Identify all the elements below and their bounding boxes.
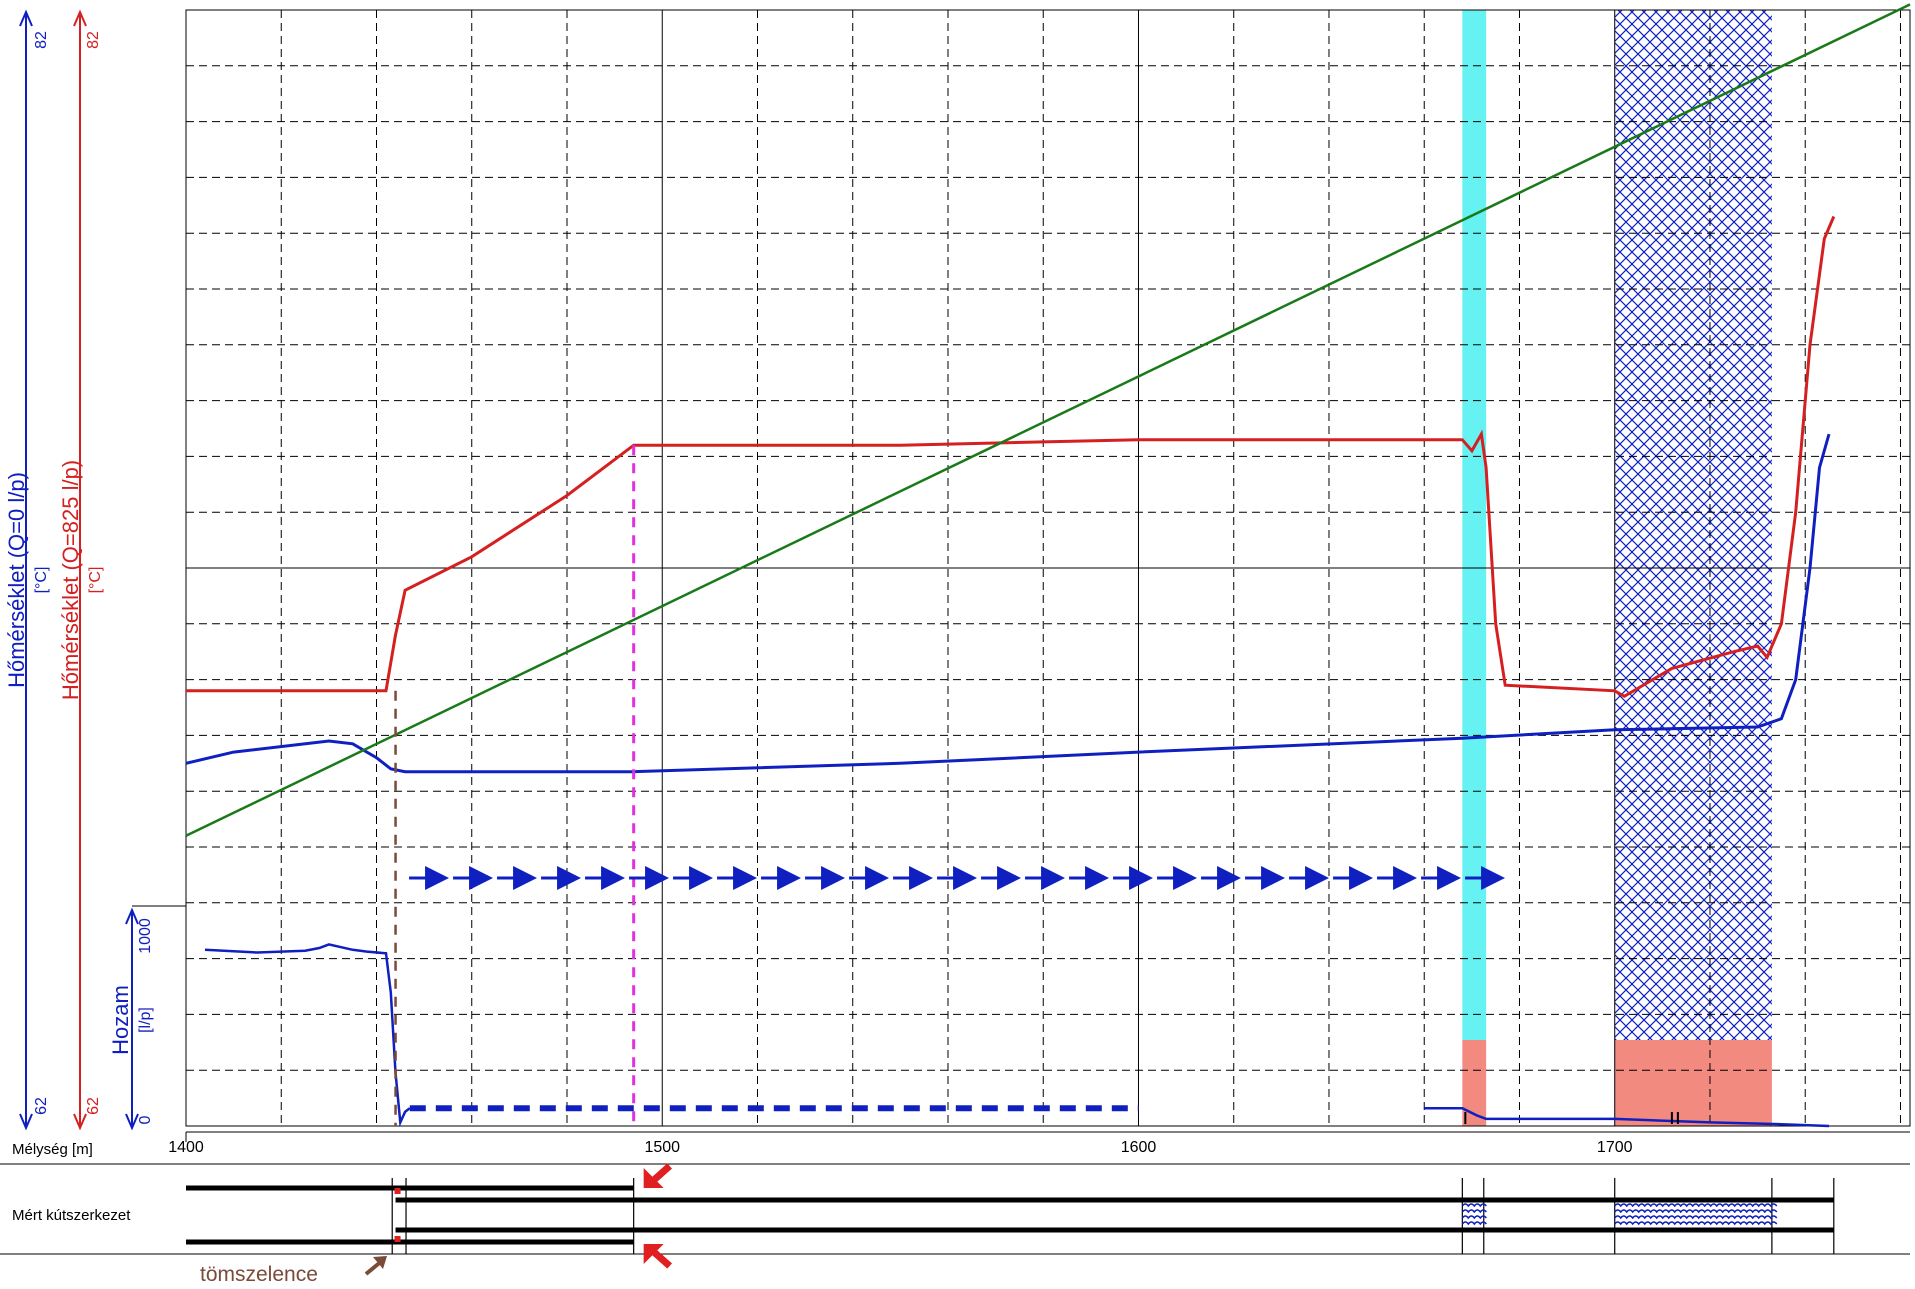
flow-line-lower: [1424, 1106, 1830, 1128]
entry-arrow-head: [643, 1244, 664, 1264]
screen-wave: [1614, 1221, 1778, 1226]
shaded-zones: [1462, 10, 1772, 1126]
flow-axis-max: 1000: [137, 918, 154, 954]
screen-wave: [1461, 1221, 1487, 1226]
well-structure-label: Mért kútszerkezet: [12, 1207, 131, 1224]
salmon-zone-2: [1614, 1040, 1772, 1126]
entry-arrow: [643, 1244, 672, 1269]
depth-axis-label: Mélység [m]: [12, 1141, 93, 1158]
temp-axis-q0-label: Hőmérséklet (Q=0 l/p): [4, 472, 29, 688]
depth-tick-1700: 1700: [1597, 1139, 1633, 1156]
depth-tick-1600: 1600: [1121, 1139, 1157, 1156]
flow-axis-label: Hozam: [108, 985, 133, 1055]
screen-wave: [1461, 1209, 1487, 1214]
annotations-layer: [394, 445, 1679, 1126]
temp-axis-q0-min: 62: [33, 1097, 50, 1115]
temp-axis-q0-max: 82: [33, 31, 50, 49]
series-temp_q0: [185, 433, 1831, 774]
flow-axis-unit: [l/p]: [137, 1007, 154, 1033]
entry-arrow: [643, 1163, 672, 1188]
screen-wave: [1614, 1215, 1778, 1220]
depth-axis: Mélység [m] 1400 1500 1600 1700: [12, 1131, 1910, 1158]
screen-wave: [1614, 1203, 1778, 1208]
packer-seal-top: [394, 1188, 401, 1194]
temp-axis-q0: 82 62 Hőmérséklet (Q=0 l/p) [°C]: [4, 9, 50, 1131]
temp-axis-q825-min: 62: [85, 1097, 102, 1115]
temp-axis-q825: 82 62 Hőmérséklet (Q=825 l/p) [°C]: [58, 9, 104, 1131]
salmon-zone-1: [1462, 1040, 1487, 1126]
plot-grid: [185, 9, 1911, 1127]
depth-tick-1500: 1500: [644, 1139, 680, 1156]
flow-axis: 1000 0 Hozam [l/p]: [108, 905, 186, 1131]
well-structure-panel: Mért kútszerkezet tömszelence: [0, 1163, 1910, 1286]
flow-line-upper: [204, 943, 411, 1128]
depth-tick-1400: 1400: [168, 1139, 204, 1156]
data-series: [185, 3, 1911, 1128]
temp-axis-q0-unit: [°C]: [33, 567, 50, 594]
screen-wave: [1461, 1215, 1487, 1220]
packer-label: tömszelence: [200, 1263, 318, 1286]
hatched-zone: [1614, 10, 1772, 1040]
series-temp_q825: [186, 215, 1836, 699]
flow-axis-min: 0: [137, 1115, 154, 1124]
entry-arrow-head: [643, 1168, 664, 1188]
packer-seal-bottom: [394, 1236, 401, 1242]
packer-arrow: [364, 1256, 387, 1276]
cyan-zone: [1462, 10, 1487, 1040]
screen-wave: [1461, 1203, 1487, 1208]
series-geotherm: [185, 3, 1911, 837]
screen-wave: [1614, 1209, 1778, 1214]
temp-axis-q825-unit: [°C]: [87, 567, 104, 594]
temp-axis-q825-max: 82: [85, 31, 102, 49]
temp-axis-q825-label: Hőmérséklet (Q=825 l/p): [58, 460, 83, 700]
well-structure-drawing: [186, 1163, 1835, 1269]
depth-tick-labels: 1400 1500 1600 1700: [168, 1139, 1632, 1156]
